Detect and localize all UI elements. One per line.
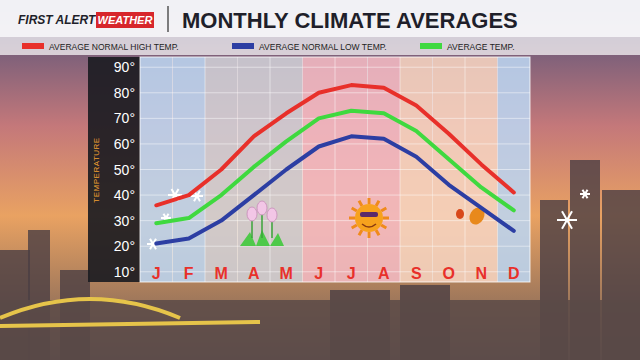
legend-label: AVERAGE NORMAL LOW TEMP. xyxy=(259,42,387,52)
x-tick-label: A xyxy=(378,265,390,282)
column-divider xyxy=(270,57,271,282)
snowflake-arm xyxy=(583,190,588,199)
column-divider xyxy=(172,57,173,282)
x-tick-label: J xyxy=(314,265,323,282)
sun-ray xyxy=(359,230,362,235)
legend-band xyxy=(0,37,640,55)
series-line xyxy=(156,136,514,243)
y-tick-label: 80° xyxy=(114,85,135,101)
x-tick-label: M xyxy=(215,265,228,282)
column-divider xyxy=(205,57,206,282)
sun-ray xyxy=(376,230,379,235)
legend-entry: AVERAGE NORMAL HIGH TEMP. xyxy=(22,42,179,52)
plot-frame xyxy=(140,57,530,282)
x-tick-label: N xyxy=(475,265,487,282)
column-divider xyxy=(367,57,368,282)
y-tick-label: 10° xyxy=(114,264,135,280)
y-tick-label: 60° xyxy=(114,136,135,152)
petal xyxy=(267,208,277,222)
legend-label: AVERAGE NORMAL HIGH TEMP. xyxy=(49,42,179,52)
series-lines xyxy=(156,85,514,244)
column-divider xyxy=(237,57,238,282)
bridge xyxy=(0,299,260,326)
x-tick-label: A xyxy=(248,265,260,282)
legend-swatch xyxy=(420,43,442,49)
sun-ray xyxy=(383,217,389,220)
y-tick-label: 50° xyxy=(114,162,135,178)
brand-text: FIRST ALERT xyxy=(18,13,97,27)
y-tick-label: 20° xyxy=(114,238,135,254)
header-separator xyxy=(167,6,169,32)
x-tick-label: F xyxy=(184,265,194,282)
x-tick-label: J xyxy=(347,265,356,282)
column-divider xyxy=(400,57,401,282)
sunglasses xyxy=(360,212,378,217)
sun-ray xyxy=(368,232,371,238)
background xyxy=(0,0,640,360)
legend-entry: AVERAGE NORMAL LOW TEMP. xyxy=(232,42,387,52)
header-band xyxy=(0,0,640,37)
y-tick-label: 90° xyxy=(114,59,135,75)
chart-title: MONTHLY CLIMATE AVERAGES xyxy=(182,8,518,33)
x-tick-label: J xyxy=(152,265,161,282)
season-icons xyxy=(147,189,590,249)
sun-ray xyxy=(349,217,355,220)
series-line xyxy=(156,85,514,205)
snowflake-arm xyxy=(562,211,572,228)
y-tick-label: 30° xyxy=(114,213,135,229)
snowflake-icon xyxy=(557,211,577,228)
brand-text: WEATHER xyxy=(98,14,153,26)
sun-ray xyxy=(381,208,386,211)
x-tick-label: S xyxy=(411,265,422,282)
sun-ray xyxy=(352,225,357,228)
legend-entry: AVERAGE TEMP. xyxy=(420,42,515,52)
petal xyxy=(257,201,267,215)
column-divider xyxy=(302,57,303,282)
flower-icon xyxy=(240,201,284,246)
snowflake-arm xyxy=(583,190,588,199)
smile xyxy=(362,224,376,227)
x-tick-label: D xyxy=(508,265,520,282)
sun-ray xyxy=(359,201,362,206)
legend-label: AVERAGE TEMP. xyxy=(447,42,515,52)
axis-bar xyxy=(88,57,140,282)
legend-swatch xyxy=(232,43,254,49)
sun-ray xyxy=(381,225,386,228)
snowflake-icon xyxy=(580,190,590,199)
axis-title: TEMPERATURE xyxy=(92,137,101,202)
series-line xyxy=(156,111,514,224)
column-divider xyxy=(465,57,466,282)
snowflake-arm xyxy=(562,211,572,228)
column-divider xyxy=(497,57,498,282)
petal xyxy=(247,207,257,221)
y-tick-label: 40° xyxy=(114,187,135,203)
y-tick-label: 70° xyxy=(114,110,135,126)
x-tick-label: M xyxy=(280,265,293,282)
sun-ray xyxy=(352,208,357,211)
brand-box xyxy=(96,12,154,28)
sun-ray xyxy=(368,198,371,204)
sun-ray xyxy=(376,201,379,206)
leaf xyxy=(456,209,464,219)
x-tick-label: O xyxy=(443,265,455,282)
legend-swatch xyxy=(22,43,44,49)
sun-icon xyxy=(349,198,389,238)
river xyxy=(0,300,640,360)
sun-disc xyxy=(355,204,383,232)
